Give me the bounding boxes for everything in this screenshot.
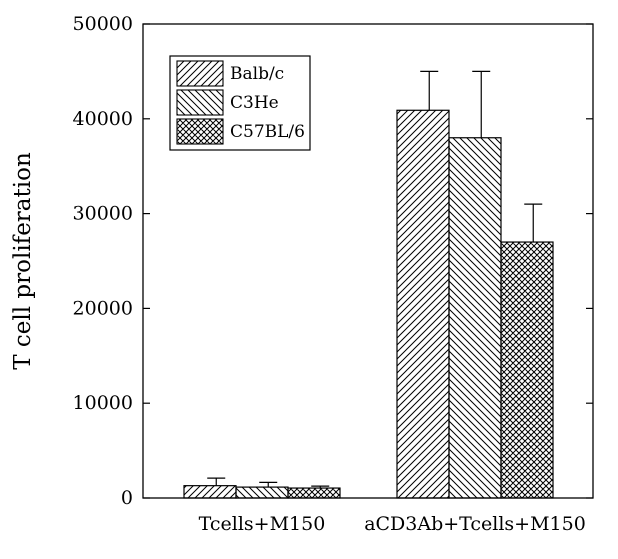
legend-swatch (176, 89, 224, 116)
legend-label: Balb/c (230, 64, 284, 84)
bar-c57bl-6 (500, 241, 554, 499)
y-tick-label: 40000 (73, 108, 133, 130)
y-axis-label: T cell proliferation (10, 152, 36, 370)
bar-balb-c (396, 109, 450, 499)
legend-label: C3He (230, 93, 279, 113)
y-tick-label: 50000 (73, 13, 133, 35)
legend-label: C57BL/6 (230, 122, 305, 142)
bar-c3he (235, 486, 289, 499)
bar-c57bl-6 (287, 487, 341, 499)
x-category-label: Tcells+M150 (199, 513, 326, 535)
bar-c3he (448, 137, 502, 499)
y-tick-label: 0 (121, 487, 133, 509)
legend-swatch (176, 60, 224, 87)
y-tick-label: 20000 (73, 297, 133, 319)
y-tick-label: 10000 (73, 392, 133, 414)
bar-balb-c (183, 485, 237, 499)
x-category-label: aCD3Ab+Tcells+M150 (364, 513, 586, 535)
y-tick-label: 30000 (73, 203, 133, 225)
plot-frame (142, 23, 594, 499)
legend-swatch (176, 118, 224, 145)
